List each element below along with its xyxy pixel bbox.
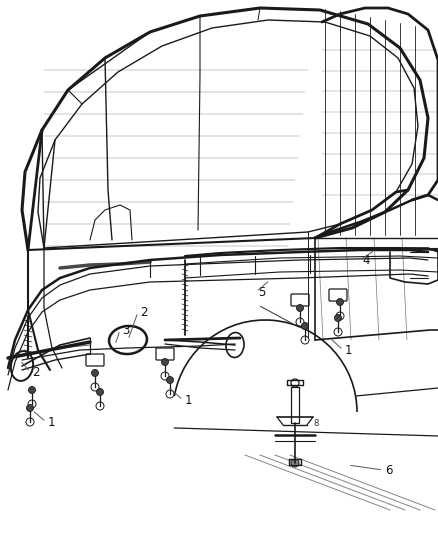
Text: 8: 8 [313,418,318,427]
Circle shape [162,359,169,366]
Circle shape [166,376,173,384]
Circle shape [28,386,35,393]
Text: 5: 5 [258,286,265,298]
Text: 2: 2 [140,305,148,319]
Circle shape [96,389,103,395]
Text: 2: 2 [32,366,39,378]
Text: 1: 1 [345,343,353,357]
Text: 4: 4 [362,254,370,266]
Circle shape [291,459,299,467]
Text: 1: 1 [48,416,56,429]
Text: 1: 1 [185,393,192,407]
Circle shape [336,298,343,305]
Text: 6: 6 [385,464,392,477]
Text: 3: 3 [122,324,129,336]
Circle shape [27,405,33,411]
Circle shape [92,369,99,376]
Circle shape [301,322,308,329]
Circle shape [297,304,304,311]
Circle shape [335,314,342,321]
